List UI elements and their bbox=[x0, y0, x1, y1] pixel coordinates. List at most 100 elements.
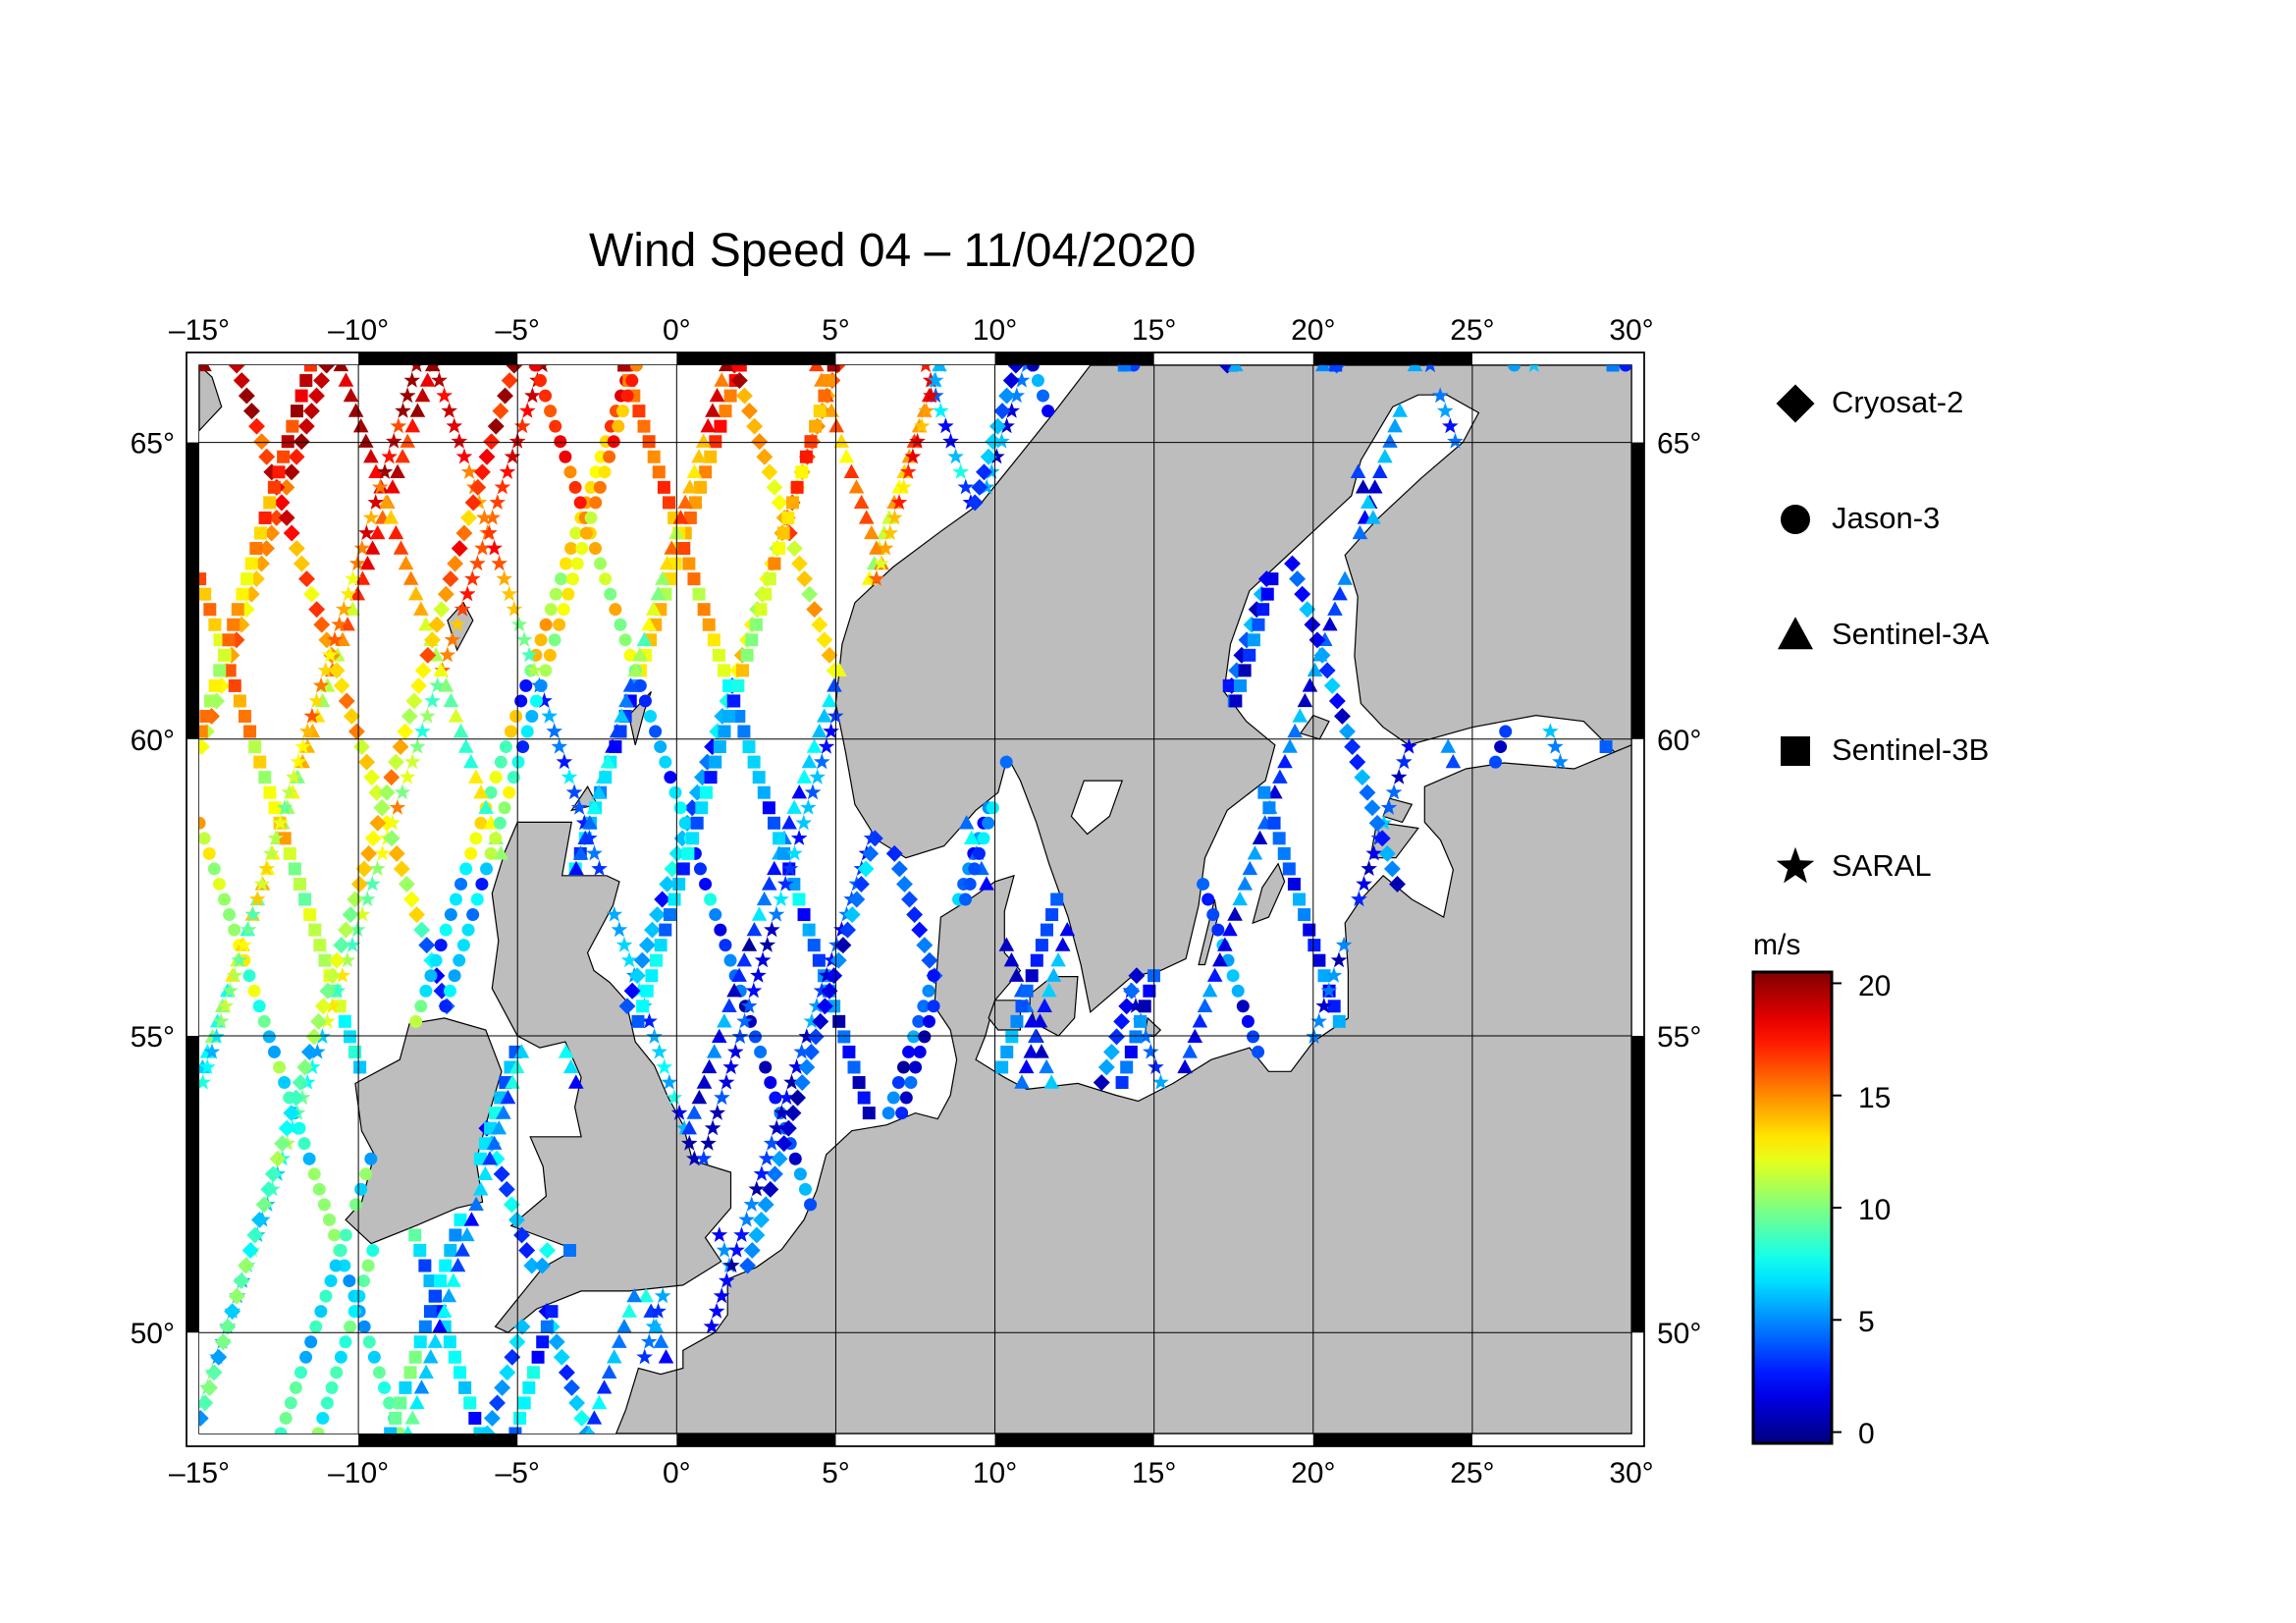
track-marker bbox=[993, 403, 1011, 420]
track-marker bbox=[809, 419, 823, 433]
track-marker bbox=[695, 433, 712, 448]
track-marker bbox=[274, 1135, 292, 1153]
track-marker bbox=[353, 738, 370, 756]
track-marker bbox=[591, 1394, 608, 1410]
track-marker bbox=[529, 694, 543, 708]
colorbar-tick-10: 10 bbox=[1858, 1194, 1892, 1226]
track-marker bbox=[557, 603, 570, 617]
track-marker bbox=[395, 449, 410, 463]
track-marker bbox=[444, 631, 461, 647]
track-marker bbox=[369, 814, 387, 832]
track-marker bbox=[632, 405, 646, 418]
track-marker bbox=[958, 815, 975, 830]
track-marker bbox=[681, 479, 698, 494]
track-marker bbox=[972, 846, 986, 860]
track-marker bbox=[298, 570, 315, 588]
track-marker bbox=[431, 371, 448, 388]
track-marker bbox=[303, 365, 317, 372]
track-marker bbox=[1113, 1012, 1131, 1030]
track-marker bbox=[1445, 753, 1462, 769]
frame-band-right bbox=[1631, 1036, 1644, 1333]
track-marker bbox=[493, 845, 509, 860]
track-marker bbox=[704, 893, 718, 906]
track-marker bbox=[752, 771, 766, 784]
track-marker bbox=[319, 1012, 336, 1029]
track-marker bbox=[335, 631, 350, 646]
track-marker bbox=[1227, 365, 1244, 372]
track-marker bbox=[900, 463, 917, 479]
track-marker bbox=[1332, 1014, 1346, 1028]
track-marker bbox=[199, 725, 208, 738]
track-marker bbox=[561, 768, 578, 784]
track-marker bbox=[1115, 1076, 1129, 1090]
track-marker bbox=[320, 1396, 334, 1410]
track-marker bbox=[488, 1150, 506, 1167]
track-marker bbox=[469, 832, 483, 845]
track-marker bbox=[475, 877, 489, 891]
track-marker bbox=[248, 891, 266, 907]
track-marker bbox=[746, 921, 763, 937]
track-marker bbox=[506, 600, 523, 617]
track-marker bbox=[788, 1152, 802, 1165]
track-marker bbox=[606, 1349, 622, 1364]
track-marker bbox=[881, 524, 899, 541]
track-marker bbox=[359, 891, 376, 907]
track-marker bbox=[707, 633, 721, 647]
track-circle-26 bbox=[1489, 365, 1631, 769]
track-marker bbox=[813, 982, 830, 999]
track-marker bbox=[263, 524, 281, 542]
track-marker bbox=[489, 1394, 506, 1412]
track-marker bbox=[753, 1165, 771, 1181]
track-marker bbox=[534, 678, 548, 692]
track-marker bbox=[911, 921, 929, 939]
track-marker bbox=[837, 1030, 851, 1044]
track-marker bbox=[1606, 365, 1620, 372]
track-marker bbox=[633, 678, 647, 692]
track-marker bbox=[754, 951, 772, 968]
track-marker bbox=[454, 1366, 467, 1380]
track-marker bbox=[714, 923, 727, 937]
track-marker bbox=[586, 844, 603, 861]
track-marker bbox=[378, 1380, 392, 1394]
track-square-35 bbox=[199, 365, 317, 738]
track-marker bbox=[241, 1242, 259, 1259]
lon-tick-label-bottom: 25° bbox=[1450, 1457, 1494, 1489]
track-marker bbox=[444, 1243, 457, 1257]
track-marker bbox=[700, 418, 717, 433]
track-marker bbox=[506, 365, 523, 374]
track-marker bbox=[500, 1089, 516, 1105]
track-marker bbox=[549, 587, 562, 601]
track-marker bbox=[399, 768, 416, 784]
track-marker bbox=[584, 480, 598, 494]
lat-tick-label-left: 65° bbox=[131, 428, 175, 460]
track-marker bbox=[801, 753, 818, 769]
track-marker bbox=[358, 433, 374, 448]
track-marker bbox=[429, 1289, 443, 1303]
track-marker bbox=[732, 709, 746, 723]
track-marker bbox=[1308, 631, 1326, 649]
track-marker bbox=[694, 480, 708, 494]
track-marker bbox=[308, 923, 322, 937]
track-marker bbox=[629, 365, 643, 372]
track-marker bbox=[1120, 1060, 1134, 1074]
track-marker bbox=[1277, 846, 1291, 860]
track-marker bbox=[759, 936, 776, 952]
track-marker bbox=[231, 603, 244, 617]
track-marker bbox=[1211, 923, 1225, 937]
track-marker bbox=[276, 799, 294, 815]
track-marker bbox=[258, 448, 276, 465]
track-marker bbox=[342, 906, 359, 923]
track-star-41 bbox=[636, 365, 945, 1365]
track-marker bbox=[272, 465, 286, 479]
track-marker bbox=[607, 435, 620, 449]
track-marker bbox=[781, 860, 799, 876]
track-marker bbox=[706, 1044, 722, 1058]
track-marker bbox=[453, 953, 466, 967]
track-marker bbox=[1023, 1044, 1040, 1058]
track-marker bbox=[1552, 753, 1569, 770]
colorbar-tick-15: 15 bbox=[1858, 1082, 1892, 1114]
track-marker bbox=[539, 618, 553, 631]
track-marker bbox=[743, 1242, 761, 1259]
track-marker bbox=[741, 403, 758, 420]
track-marker bbox=[339, 1335, 352, 1349]
